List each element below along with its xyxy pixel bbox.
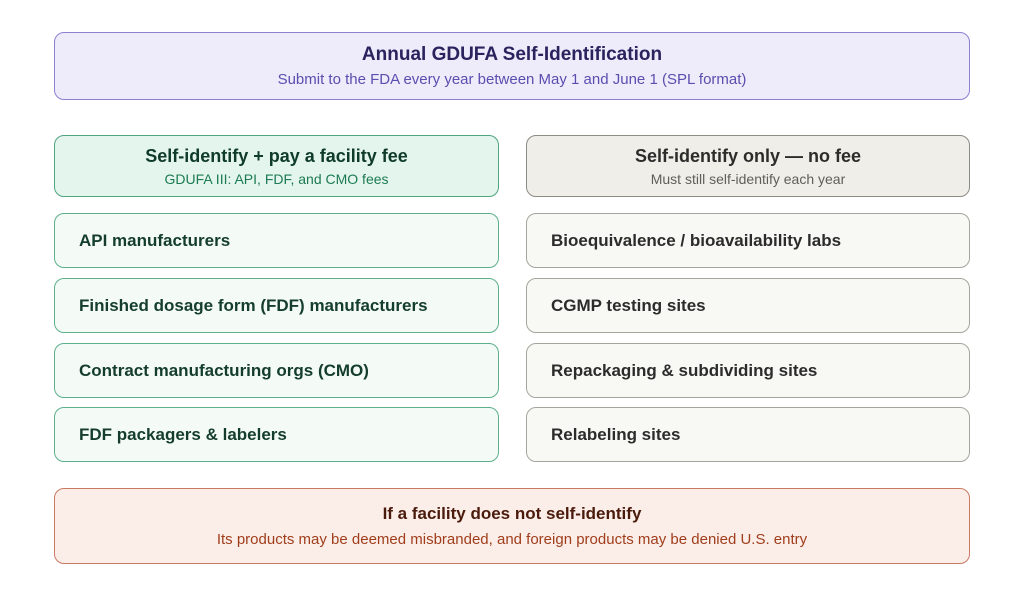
fee-column-header: Self-identify + pay a facility fee GDUFA… (54, 135, 499, 197)
consequence-subtitle: Its products may be deemed misbranded, a… (216, 531, 808, 548)
no-fee-column-title: Self-identify only — no fee (634, 145, 862, 166)
no-fee-item-cgmp-testing: CGMP testing sites (526, 278, 970, 333)
fee-item-api: API manufacturers (54, 213, 499, 268)
header-title: Annual GDUFA Self-Identification (361, 44, 663, 65)
fee-item-fdf: Finished dosage form (FDF) manufacturers (54, 278, 499, 333)
fee-item-cmo: Contract manufacturing orgs (CMO) (54, 343, 499, 398)
consequence-box: If a facility does not self-identify Its… (54, 488, 970, 564)
fee-column-title: Self-identify + pay a facility fee (145, 145, 408, 166)
fee-item-packagers: FDF packagers & labelers (54, 407, 499, 462)
no-fee-item-repackaging: Repackaging & subdividing sites (526, 343, 970, 398)
no-fee-column-header: Self-identify only — no fee Must still s… (526, 135, 970, 197)
no-fee-column-subtitle: Must still self-identify each year (650, 170, 846, 187)
header-box: Annual GDUFA Self-Identification Submit … (54, 32, 970, 100)
fee-column-subtitle: GDUFA III: API, FDF, and CMO fees (164, 170, 389, 187)
header-subtitle: Submit to the FDA every year between May… (277, 71, 747, 88)
no-fee-item-relabeling: Relabeling sites (526, 407, 970, 462)
no-fee-item-be-labs: Bioequivalence / bioavailability labs (526, 213, 970, 268)
consequence-title: If a facility does not self-identify (382, 504, 642, 523)
